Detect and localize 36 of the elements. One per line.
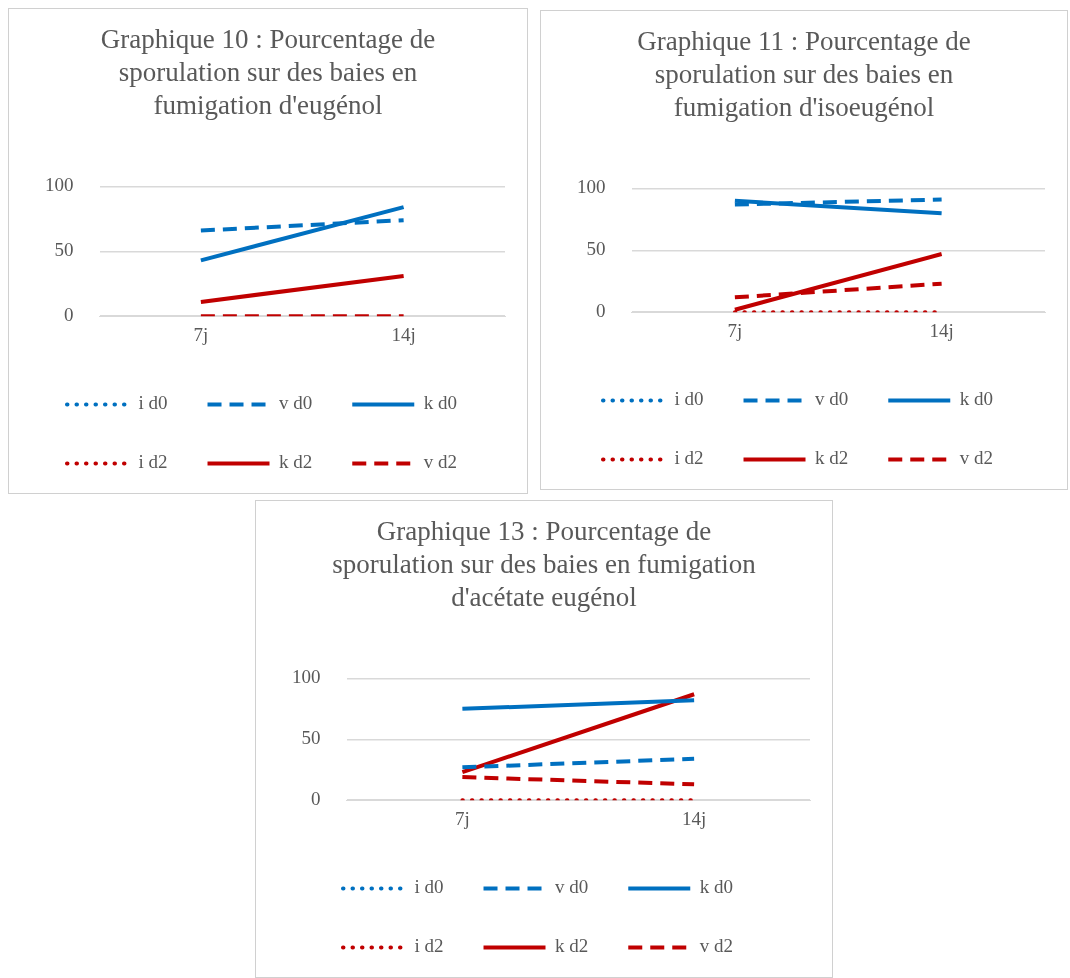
y-tick-label: 50: [54, 239, 74, 261]
y-tick-label: 100: [292, 666, 321, 688]
x-tick-label: 7j: [454, 807, 470, 829]
legend-label: v d0: [815, 388, 849, 410]
y-tick-label: 100: [45, 174, 74, 196]
legend-label: v d0: [279, 392, 313, 414]
legend-label: i d2: [138, 451, 168, 473]
y-tick-label: 0: [311, 788, 321, 810]
legend-label: k d2: [279, 451, 313, 473]
legend-label: k d2: [555, 935, 589, 957]
y-tick-label: 0: [596, 300, 606, 322]
legend-label: v d0: [555, 876, 589, 898]
x-tick-label: 14j: [929, 319, 954, 341]
y-tick-label: 50: [586, 238, 606, 260]
x-tick-label: 7j: [193, 323, 209, 345]
x-tick-label: 14j: [391, 323, 416, 345]
legend-label: i d2: [674, 447, 704, 469]
legend-label: k d0: [423, 392, 458, 414]
legend-label: k d0: [959, 388, 994, 410]
legend-label: i d0: [138, 392, 168, 414]
legend-label: i d0: [414, 876, 444, 898]
y-tick-label: 100: [577, 176, 606, 198]
legend-label: k d2: [815, 447, 849, 469]
legend-label: v d2: [959, 447, 994, 469]
legend-label: i d0: [674, 388, 704, 410]
x-tick-label: 7j: [727, 319, 743, 341]
legend-label: i d2: [414, 935, 444, 957]
chart-title: Graphique 13 : Pourcentage de sporulation sur des baies en fumigation d'acétate eugénol: [331, 515, 757, 614]
legend-label: k d0: [699, 876, 734, 898]
chart-title: Graphique 10 : Pourcentage de sporulation sur des baies en fumigation d'eugénol: [99, 23, 437, 122]
x-tick-label: 14j: [681, 807, 707, 829]
chart-title: Graphique 11 : Pourcentage de sporulation sur des baies en fumigation d'isoeugénol: [636, 25, 972, 124]
legend-label: v d2: [423, 451, 458, 473]
legend-label: v d2: [699, 935, 734, 957]
y-tick-label: 50: [301, 727, 321, 749]
y-tick-label: 0: [64, 304, 74, 326]
